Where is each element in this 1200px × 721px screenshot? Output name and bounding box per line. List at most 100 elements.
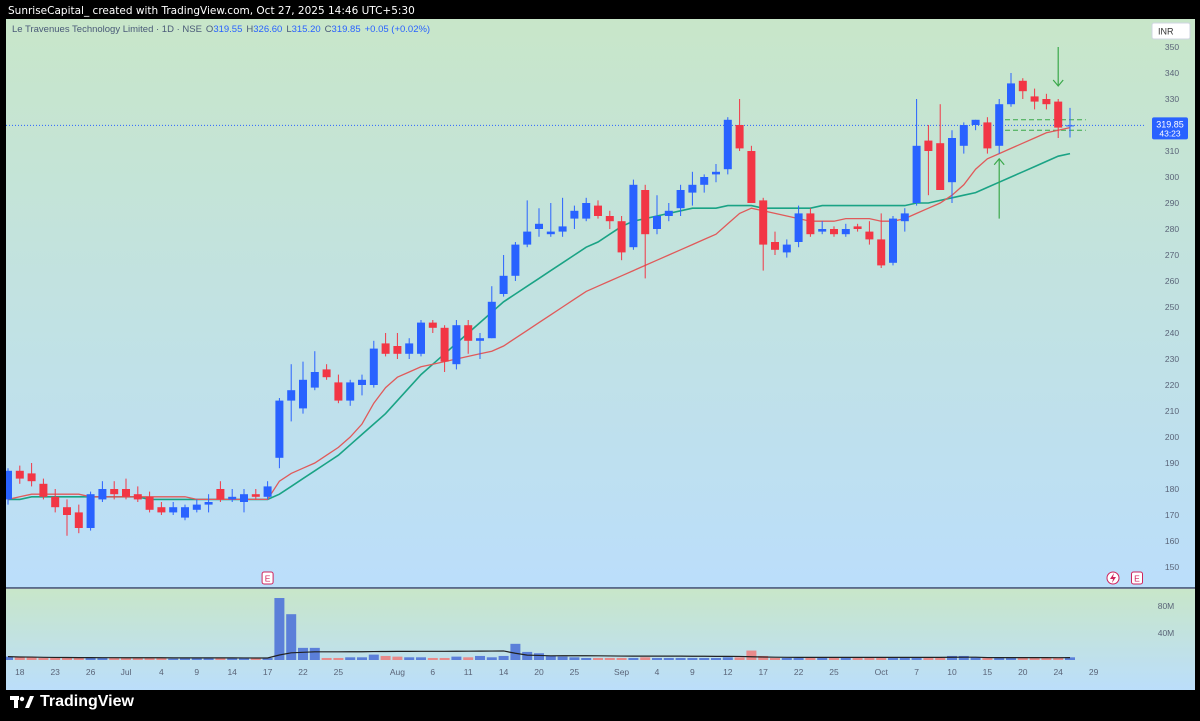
candle xyxy=(747,145,756,203)
time-tick-label: 17 xyxy=(758,667,768,677)
candle xyxy=(240,489,248,513)
time-tick-label: 17 xyxy=(263,667,273,677)
legend-high-value: 326.60 xyxy=(253,24,282,35)
time-tick-label: 7 xyxy=(914,667,919,677)
attribution-text: SunriseCapital_ created with TradingView… xyxy=(8,5,415,17)
candle xyxy=(440,325,449,372)
candle-body xyxy=(358,379,366,385)
candle-body xyxy=(428,322,437,328)
candle-body xyxy=(723,119,732,170)
price-tick-label: 260 xyxy=(1165,276,1179,286)
candle-body xyxy=(1018,80,1027,92)
candle-body xyxy=(830,229,838,235)
volume-bars xyxy=(3,598,1075,660)
candle xyxy=(417,320,425,357)
volume-bar xyxy=(982,657,993,660)
chart-frame[interactable]: 150 160 170 180 190 200 210 220 230 240 250 260 270 2… xyxy=(3,19,1195,691)
candle xyxy=(4,468,12,505)
volume-bar xyxy=(569,657,580,660)
candle-body xyxy=(4,470,12,500)
candle-body xyxy=(263,486,272,497)
volume-axis[interactable]: 40M 80M xyxy=(1158,601,1175,638)
candle-body xyxy=(181,507,189,518)
candle-body xyxy=(912,145,921,203)
legend-change-value: +0.05 (+0.02%) xyxy=(365,24,431,35)
time-tick-label: 18 xyxy=(15,667,25,677)
time-tick-label: 4 xyxy=(655,667,660,677)
time-tick-label: 14 xyxy=(227,667,237,677)
volume-pane-background xyxy=(6,589,1195,691)
candle xyxy=(381,333,390,357)
down-arrow-annotation xyxy=(1052,47,1064,87)
legend-close-value: 319.85 xyxy=(332,24,361,35)
candle-body xyxy=(712,171,720,175)
volume-bar xyxy=(522,651,533,660)
candle xyxy=(27,463,36,487)
candle-body xyxy=(299,379,307,409)
candle xyxy=(15,465,24,484)
candle-body xyxy=(381,343,390,354)
candle-body xyxy=(1007,83,1015,105)
candle xyxy=(98,481,107,502)
price-tick-label: 340 xyxy=(1165,68,1179,78)
volume-bar xyxy=(958,655,969,660)
volume-bar xyxy=(274,598,285,660)
candle-body xyxy=(440,327,449,362)
candle xyxy=(133,486,142,502)
last-price-tag: 319.85 43:23 xyxy=(1152,117,1188,140)
legend-name-text: Le Travenues Technology Limited · 1D · N… xyxy=(12,24,202,35)
lightning-icon-bolt xyxy=(1110,573,1116,583)
volume-bar xyxy=(746,650,757,660)
volume-bar xyxy=(191,657,202,660)
candle xyxy=(971,119,980,131)
candle-body xyxy=(287,390,296,401)
candle xyxy=(723,117,732,175)
volume-bar xyxy=(581,657,592,660)
volume-bar xyxy=(475,655,485,660)
candle xyxy=(204,494,213,513)
volume-bar xyxy=(628,657,639,660)
candle-body xyxy=(676,190,685,209)
volume-bar xyxy=(227,657,238,660)
volume-bar xyxy=(463,657,474,660)
currency-label: INR xyxy=(1158,27,1174,37)
volume-bar xyxy=(817,657,828,660)
volume-bar xyxy=(652,657,662,660)
candle xyxy=(582,197,591,222)
candle xyxy=(912,99,921,206)
time-tick-label: 22 xyxy=(298,667,308,677)
volume-bar xyxy=(970,657,981,660)
volume-bar xyxy=(239,657,249,660)
candle xyxy=(216,481,225,502)
candle-body xyxy=(476,338,484,341)
candle xyxy=(63,499,71,536)
candle-body xyxy=(900,213,909,222)
volume-bar xyxy=(380,655,391,660)
candle-body xyxy=(959,125,968,146)
time-axis[interactable]: 18 23 26 Jul 4 9 14 17 22 25 Aug 6 11 14 20 25 Sep 4 9 12 17… xyxy=(15,667,1099,677)
volume-tick-label: 80M xyxy=(1158,601,1175,611)
time-tick-label: Aug xyxy=(390,667,405,677)
candle-body xyxy=(110,489,119,495)
lightning-icon xyxy=(1106,571,1120,585)
candle xyxy=(51,489,60,513)
price-tick-label: 210 xyxy=(1165,406,1179,416)
candle-body xyxy=(877,239,886,266)
legend-high-label: H xyxy=(246,24,253,35)
price-tick-label: 230 xyxy=(1165,354,1179,364)
arrow-head xyxy=(1052,79,1064,87)
candle-body xyxy=(558,226,567,232)
price-pane-background xyxy=(6,19,1195,588)
volume-bar xyxy=(770,657,780,660)
earnings-marker-label: E xyxy=(1134,574,1140,584)
volume-bar xyxy=(1065,657,1075,660)
volume-bar xyxy=(675,657,686,660)
price-tick-label: 180 xyxy=(1165,484,1179,494)
candle xyxy=(676,184,685,216)
candle xyxy=(546,203,555,237)
price-chart[interactable]: 150 160 170 180 190 200 210 220 230 240 250 260 270 2… xyxy=(3,19,1195,691)
currency-button[interactable]: INR xyxy=(1151,22,1191,40)
candle xyxy=(122,478,130,500)
candle xyxy=(39,478,48,500)
